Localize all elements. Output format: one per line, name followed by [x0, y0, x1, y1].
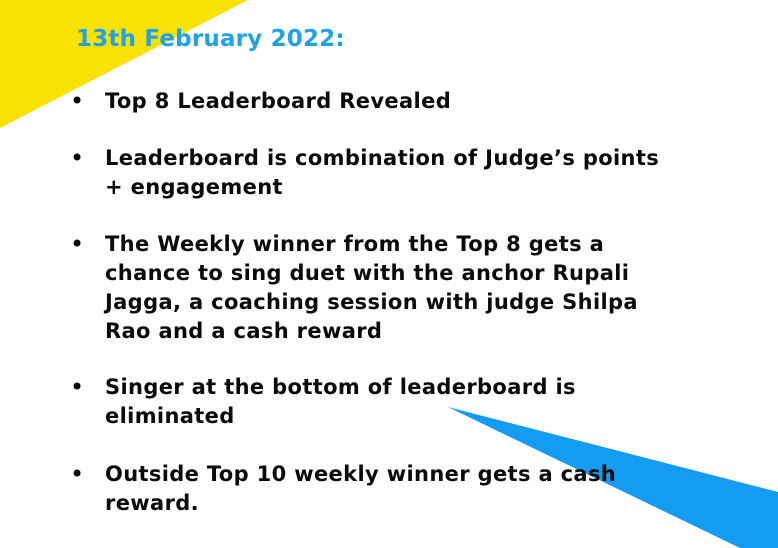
- bullet-text: The Weekly winner from the Top 8 gets a …: [105, 232, 638, 343]
- bullet-text: Singer at the bottom of leaderboard is e…: [105, 375, 576, 428]
- bullet-dot: •: [70, 460, 85, 488]
- bullet-dot: •: [70, 87, 85, 115]
- yellow-corner-shape: [0, 0, 248, 128]
- bullet-text: Top 8 Leaderboard Revealed: [105, 89, 452, 113]
- bullet-text: Leaderboard is combination of Judge’s po…: [105, 146, 660, 199]
- bullet-dot: •: [70, 373, 85, 401]
- blue-corner-shape: [448, 407, 778, 548]
- date-heading: 13th February 2022:: [76, 26, 345, 52]
- bullet-dot: •: [70, 144, 85, 172]
- bullet-text: Outside Top 10 weekly winner gets a cash…: [105, 462, 617, 515]
- bullet-dot: •: [70, 230, 85, 258]
